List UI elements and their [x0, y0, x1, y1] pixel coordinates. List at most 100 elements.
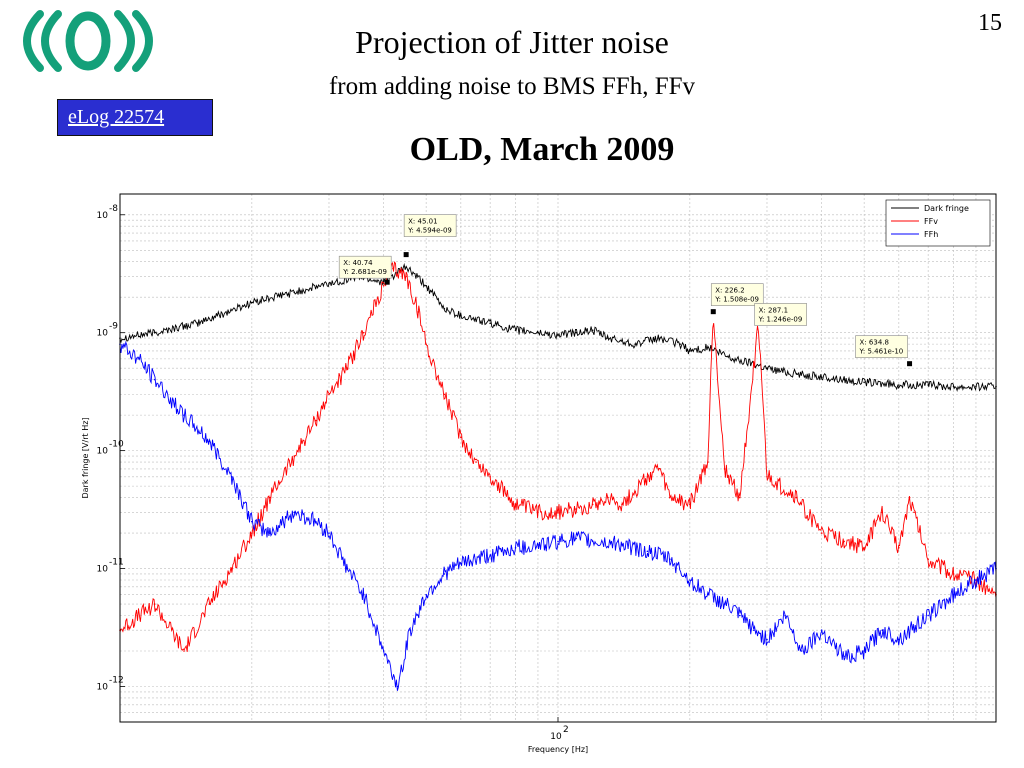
data-point: [405, 266, 407, 268]
data-point: [489, 475, 491, 478]
slide-subtitle: from adding noise to BMS FFh, FFv: [328, 73, 696, 100]
data-point: [328, 282, 330, 285]
data-point: [927, 558, 929, 561]
data-point: [251, 532, 253, 534]
institute-logo-icon: [23, 10, 153, 72]
data-point: [669, 496, 671, 499]
data-point: [269, 496, 271, 499]
data-point: [425, 284, 427, 287]
data-point: [362, 331, 365, 334]
data-tip-box: [754, 303, 807, 326]
data-tip-x: X: 45.01: [408, 218, 437, 226]
data-point: [607, 337, 609, 339]
data-tip-y: Y: 4.594e-09: [407, 227, 452, 235]
data-point: [293, 511, 296, 514]
data-point: [328, 532, 330, 534]
data-point: [443, 573, 446, 575]
data-point: [460, 562, 462, 565]
data-tip-marker: [403, 252, 409, 258]
x-tick-exponent: 2: [563, 725, 569, 735]
data-point: [231, 567, 233, 570]
data-point: [898, 384, 900, 386]
series-line-ffh: [119, 340, 997, 691]
data-point: [723, 603, 726, 605]
data-point: [898, 638, 900, 641]
data-point: [952, 573, 955, 575]
data-point: [153, 378, 156, 381]
data-tips: X: 40.74Y: 2.681e-09 X: 45.01Y: 4.594e-09…: [338, 214, 913, 367]
data-point: [537, 331, 539, 334]
data-point: [362, 593, 365, 596]
data-point: [405, 275, 407, 278]
series-line-ffv: [119, 261, 997, 652]
data-point: [707, 593, 709, 596]
data-tip-x: X: 634.8: [860, 339, 889, 347]
data-point: [591, 540, 594, 543]
data-point: [881, 629, 884, 632]
data-point: [634, 490, 636, 493]
elog-link[interactable]: eLog 22574: [68, 106, 165, 128]
data-tip-box: [338, 255, 392, 279]
data-tip-marker: [907, 361, 913, 367]
data-point: [269, 532, 271, 534]
data-point: [766, 638, 768, 641]
data-point: [382, 284, 385, 287]
data-point: [591, 503, 594, 506]
data-point: [208, 440, 211, 443]
data-tip-y: Y: 1.246e-09: [758, 315, 803, 323]
data-point: [689, 579, 691, 581]
data-point: [621, 543, 623, 546]
data-tip-y: Y: 2.681e-09: [342, 268, 387, 276]
data-point: [927, 614, 929, 617]
data-point: [795, 496, 798, 499]
data-tip-x: X: 226.2: [715, 287, 744, 295]
data-point: [658, 468, 660, 470]
data-point: [621, 503, 623, 506]
y-tick-exponent: -8: [109, 204, 118, 214]
data-point: [183, 650, 185, 652]
data-point: [137, 358, 139, 360]
data-point: [607, 496, 609, 499]
data-point: [952, 385, 955, 388]
elog-link-box[interactable]: eLog 22574: [57, 99, 213, 136]
data-point: [753, 629, 755, 632]
data-point: [634, 343, 636, 345]
data-point: [328, 393, 330, 396]
data-point: [425, 593, 427, 596]
data-point: [575, 508, 577, 510]
legend-entry: FFh: [924, 230, 938, 239]
data-point: [475, 461, 477, 463]
data-point: [489, 554, 491, 556]
y-tick-exponent: -12: [109, 675, 124, 685]
data-point: [952, 593, 955, 596]
data-point: [196, 322, 198, 325]
data-tip-marker: [710, 309, 716, 315]
data-tip-x: X: 40.74: [343, 259, 373, 267]
data-point: [409, 629, 412, 632]
data-point: [881, 511, 884, 514]
x-axis-label: Frequency [Hz]: [528, 745, 588, 754]
data-point: [843, 540, 845, 543]
data-tip-box: [403, 214, 457, 237]
y-tick-exponent: -9: [109, 322, 118, 332]
data-point: [208, 603, 211, 605]
data-point: [396, 685, 399, 688]
x-tick-label: 10: [550, 732, 562, 742]
data-point: [766, 367, 768, 370]
data-point: [346, 567, 348, 570]
data-point: [251, 301, 253, 304]
data-point: [898, 546, 900, 549]
data-point: [231, 475, 233, 478]
data-point: [766, 475, 768, 478]
data-point: [293, 455, 296, 457]
data-point: [575, 331, 577, 334]
y-tick-exponent: -10: [109, 440, 124, 450]
slide-title: Projection of Jitter noise: [355, 24, 669, 60]
data-point: [646, 550, 649, 553]
data-point: [514, 329, 517, 332]
data-point: [738, 614, 741, 617]
data-point: [975, 385, 977, 388]
y-tick-label: 10: [97, 211, 109, 221]
y-tick-label: 10: [97, 329, 109, 339]
